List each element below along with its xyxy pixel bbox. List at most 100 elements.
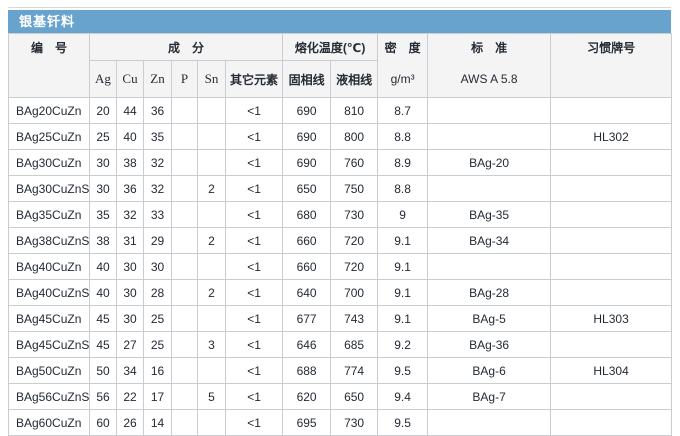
- cell-p: [171, 279, 198, 306]
- cell-p: [171, 227, 198, 254]
- table-body: BAg20CuZn 20 44 36 <1 690 810 8.7 BAg25CuZn 25 40 3…: [8, 97, 673, 436]
- header-sn: Sn: [197, 60, 226, 98]
- table-title-bar: 银基钎料: [8, 10, 671, 33]
- table-title: 银基钎料: [19, 14, 76, 29]
- header-p: P: [171, 60, 198, 98]
- cell-cu: 34: [116, 357, 144, 384]
- header-cu: Cu: [116, 60, 144, 98]
- cell-sn: [197, 123, 226, 150]
- cell-standard: BAg-36: [427, 331, 552, 358]
- cell-liquidus: 760: [330, 149, 379, 176]
- cell-other: <1: [224, 149, 284, 176]
- cell-ag: 30: [89, 175, 117, 202]
- cell-solidus: 646: [282, 331, 332, 358]
- cell-brand: [550, 175, 673, 202]
- cell-liquidus: 800: [330, 123, 379, 150]
- header-standard-sub: AWS A 5.8: [427, 60, 552, 98]
- cell-ag: 40: [89, 253, 117, 280]
- cell-ag: 20: [89, 97, 117, 124]
- cell-cu: 38: [116, 149, 144, 176]
- header-composition-group: 成 分: [88, 33, 284, 61]
- cell-zn: 29: [143, 227, 172, 254]
- cell-ag: 30: [89, 149, 117, 176]
- cell-sn: 5: [197, 383, 226, 410]
- cell-liquidus: 774: [330, 357, 379, 384]
- cell-other: <1: [224, 357, 284, 384]
- cell-liquidus: 685: [330, 331, 379, 358]
- cell-solidus: 677: [282, 305, 332, 332]
- cell-sn: [197, 149, 226, 176]
- cell-brand: HL303: [550, 305, 673, 332]
- cell-zn: 16: [143, 357, 172, 384]
- table-row: BAg45CuZn 45 30 25 <1 677 743 9.1 BAg-5 HL303: [8, 305, 673, 332]
- cell-p: [171, 409, 198, 436]
- cell-p: [171, 383, 198, 410]
- cell-solidus: 660: [282, 253, 332, 280]
- cell-standard: [427, 253, 552, 280]
- cell-p: [171, 253, 198, 280]
- cell-density: 8.9: [377, 149, 429, 176]
- cell-cu: 44: [116, 97, 144, 124]
- cell-solidus: 690: [282, 149, 332, 176]
- cell-ag: 35: [89, 201, 117, 228]
- cell-ag: 50: [89, 357, 117, 384]
- cell-brand: [550, 227, 673, 254]
- cell-density: 9: [377, 201, 429, 228]
- table-row: BAg25CuZn 25 40 35 <1 690 800 8.8 HL302: [8, 123, 673, 150]
- cell-liquidus: 730: [330, 409, 379, 436]
- cell-sn: [197, 201, 226, 228]
- cell-solidus: 620: [282, 383, 332, 410]
- cell-code: BAg40CuZn: [8, 253, 90, 280]
- cell-solidus: 680: [282, 201, 332, 228]
- cell-other: <1: [224, 201, 284, 228]
- cell-solidus: 688: [282, 357, 332, 384]
- cell-solidus: 690: [282, 123, 332, 150]
- cell-sn: 3: [197, 331, 226, 358]
- cell-ag: 40: [89, 279, 117, 306]
- header-brand-spacer: [550, 60, 673, 98]
- cell-brand: [550, 149, 673, 176]
- cell-brand: HL302: [550, 123, 673, 150]
- cell-other: <1: [224, 97, 284, 124]
- cell-sn: [197, 357, 226, 384]
- cell-standard: BAg-6: [427, 357, 552, 384]
- header-code-spacer: [8, 60, 90, 98]
- cell-code: BAg45CuZn: [8, 305, 90, 332]
- cell-liquidus: 810: [330, 97, 379, 124]
- cell-standard: BAg-35: [427, 201, 552, 228]
- table-row: BAg60CuZn 60 26 14 <1 695 730 9.5: [8, 409, 673, 436]
- cell-density: 9.1: [377, 279, 429, 306]
- cell-p: [171, 357, 198, 384]
- cell-code: BAg45CuZnSn: [8, 331, 90, 358]
- cell-density: 9.1: [377, 253, 429, 280]
- cell-brand: [550, 383, 673, 410]
- cell-other: <1: [224, 123, 284, 150]
- cell-ag: 60: [89, 409, 117, 436]
- cell-other: <1: [224, 331, 284, 358]
- cell-brand: [550, 279, 673, 306]
- cell-sn: 2: [197, 175, 226, 202]
- table-row: BAg45CuZnSn 45 27 25 3 <1 646 685 9.2 BAg-36: [8, 331, 673, 358]
- cell-solidus: 660: [282, 227, 332, 254]
- cell-brand: [550, 201, 673, 228]
- cell-cu: 26: [116, 409, 144, 436]
- cell-zn: 35: [143, 123, 172, 150]
- cell-sn: [197, 305, 226, 332]
- cell-standard: BAg-28: [427, 279, 552, 306]
- cell-density: 8.8: [377, 175, 429, 202]
- cell-cu: 36: [116, 175, 144, 202]
- cell-code: BAg20CuZn: [8, 97, 90, 124]
- header-density-unit: g/m³: [377, 60, 429, 98]
- cell-cu: 32: [116, 201, 144, 228]
- cell-p: [171, 97, 198, 124]
- cell-other: <1: [224, 383, 284, 410]
- cell-p: [171, 175, 198, 202]
- cell-code: BAg50CuZn: [8, 357, 90, 384]
- cell-standard: [427, 97, 552, 124]
- cell-standard: [427, 123, 552, 150]
- cell-liquidus: 720: [330, 253, 379, 280]
- cell-zn: 33: [143, 201, 172, 228]
- cell-ag: 56: [89, 383, 117, 410]
- header-row-1: 编 号 成 分 熔化温度(℃) 密 度 标 准 习惯牌号: [8, 33, 673, 61]
